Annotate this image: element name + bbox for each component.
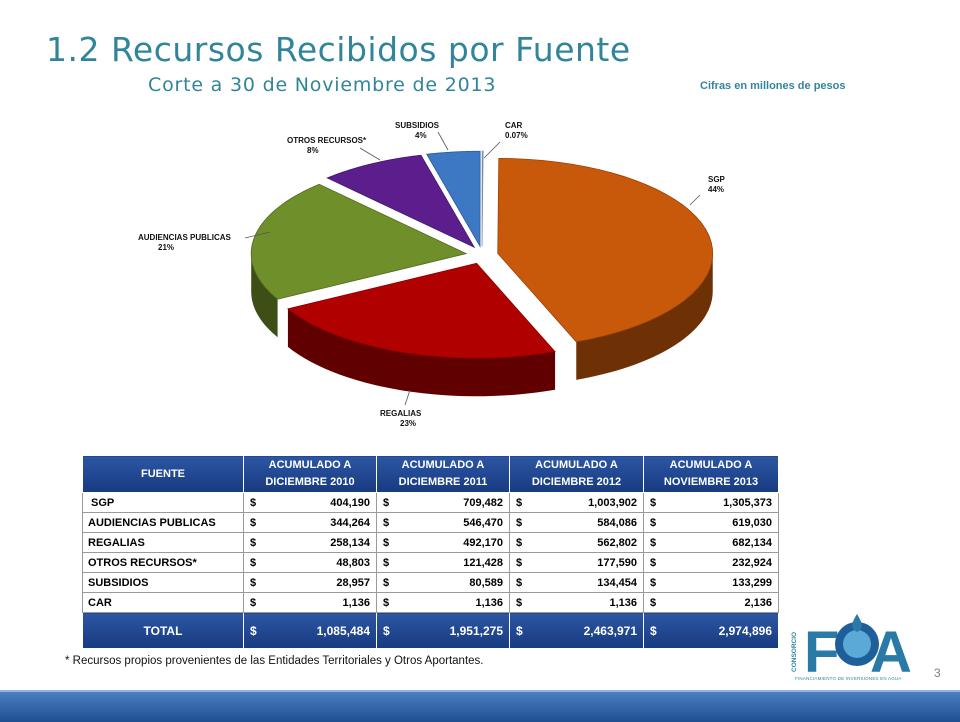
row-value-cell: $133,299: [643, 572, 779, 593]
row-value-cell: $1,305,373: [643, 492, 779, 513]
total-cell: $2,463,971: [509, 612, 644, 649]
table-row: OTROS RECURSOS* $48,803 $121,428 $177,590 $2…: [82, 552, 779, 573]
leader-line: [359, 147, 381, 161]
row-value-cell: $177,590: [509, 552, 644, 573]
slice-percent: 8%: [307, 146, 319, 155]
header-2011: ACUMULADO A DICIEMBRE 2011: [376, 455, 510, 493]
table-row: SUBSIDIOS $28,957 $80,589 $134,454 $133,299: [82, 572, 779, 593]
units-note: Cifras en millones de pesos: [700, 80, 846, 92]
header-fuente: FUENTE: [82, 455, 244, 493]
row-value-cell: $1,136: [243, 592, 377, 613]
leader-line: [689, 194, 701, 206]
header-2013: ACUMULADO A NOVIEMBRE 2013: [643, 455, 779, 493]
pie-slice: [426, 150, 481, 248]
leader-line: [404, 389, 411, 406]
table-row: REGALIAS $258,134 $492,170 $562,802 $682,134: [82, 532, 779, 553]
pie-slice-side: [576, 253, 713, 380]
row-value-cell: $492,170: [376, 532, 510, 553]
row-fuente: SGP: [82, 492, 244, 513]
header-2010: ACUMULADO A DICIEMBRE 2010: [243, 455, 377, 493]
row-value-cell: $344,264: [243, 512, 377, 533]
total-cell: $1,085,484: [243, 612, 377, 649]
row-fuente: OTROS RECURSOS*: [82, 552, 244, 573]
leader-line: [437, 131, 449, 151]
row-value-cell: $134,454: [509, 572, 644, 593]
row-value-cell: $404,190: [243, 492, 377, 513]
slice-percent: 44%: [708, 185, 724, 194]
resources-table: FUENTE ACUMULADO A DICIEMBRE 2010 ACUMULA…: [82, 455, 779, 649]
pie-slice-side: [251, 253, 278, 338]
table-row: AUDIENCIAS PUBLICAS $344,264 $546,470 $584,…: [82, 512, 779, 533]
row-fuente: SUBSIDIOS: [82, 572, 244, 593]
page-subtitle: Corte a 30 de Noviembre de 2013: [148, 74, 497, 96]
svg-text:A: A: [870, 620, 912, 684]
row-fuente: REGALIAS: [82, 532, 244, 553]
total-cell: $2,974,896: [643, 612, 779, 649]
pie-slice: [497, 157, 714, 343]
logo-mark: F: [804, 620, 838, 684]
row-value-cell: $80,589: [376, 572, 510, 593]
page-number: 3: [934, 666, 941, 680]
row-value-cell: $1,136: [509, 592, 644, 613]
slice-label: REGALIAS: [380, 409, 422, 418]
row-value-cell: $232,924: [643, 552, 779, 573]
pie-slice: [287, 262, 556, 359]
pie-slice: [481, 150, 484, 247]
row-value-cell: $2,136: [643, 592, 779, 613]
row-value-cell: $562,802: [509, 532, 644, 553]
slice-label: AUDIENCIAS PUBLICAS: [138, 233, 232, 242]
row-value-cell: $546,470: [376, 512, 510, 533]
table-row: CAR $1,136 $1,136 $1,136 $2,136: [82, 592, 779, 613]
slice-percent: 4%: [415, 131, 427, 140]
page-title: 1.2 Recursos Recibidos por Fuente: [46, 30, 631, 69]
footnote: * Recursos propios provenientes de las E…: [65, 655, 484, 667]
header-2012: ACUMULADO A DICIEMBRE 2012: [509, 455, 644, 493]
row-fuente: CAR: [82, 592, 244, 613]
row-value-cell: $584,086: [509, 512, 644, 533]
slice-percent: 21%: [158, 243, 174, 252]
row-value-cell: $709,482: [376, 492, 510, 513]
row-value-cell: $619,030: [643, 512, 779, 533]
row-value-cell: $682,134: [643, 532, 779, 553]
pie-slice: [250, 183, 468, 300]
row-value-cell: $48,803: [243, 552, 377, 573]
row-value-cell: $121,428: [376, 552, 510, 573]
slice-label: SGP: [708, 175, 726, 184]
total-label: TOTAL: [82, 612, 244, 649]
row-fuente: AUDIENCIAS PUBLICAS: [82, 512, 244, 533]
fia-logo: CONSORCIO F A: [782, 610, 932, 685]
row-value-cell: $258,134: [243, 532, 377, 553]
slice-label: CAR: [505, 121, 523, 130]
table-row: SGP $404,190 $709,482 $1,003,902 $1,305,373: [82, 492, 779, 513]
pie-slice-side: [287, 308, 556, 397]
total-cell: $1,951,275: [376, 612, 510, 649]
slice-label: SUBSIDIOS: [395, 121, 440, 130]
leader-line: [244, 231, 271, 239]
table-header-row: FUENTE ACUMULADO A DICIEMBRE 2010 ACUMULA…: [82, 455, 779, 493]
logo-tagline: FINANCIAMIENTO DE INVERSIONES EN AGUA: [795, 676, 902, 681]
slice-label: OTROS RECURSOS*: [287, 136, 367, 145]
logo-side-text: CONSORCIO: [791, 632, 798, 672]
row-value-cell: $1,003,902: [509, 492, 644, 513]
bottom-bar: [0, 690, 960, 722]
row-value-cell: $1,136: [376, 592, 510, 613]
row-value-cell: $28,957: [243, 572, 377, 593]
pie-slice: [326, 154, 476, 249]
leader-line: [483, 141, 501, 159]
slice-percent: 0.07%: [505, 131, 528, 140]
slice-percent: 23%: [400, 419, 416, 428]
table-total-row: TOTAL $1,085,484 $1,951,275 $2,463,971 $…: [82, 612, 779, 649]
